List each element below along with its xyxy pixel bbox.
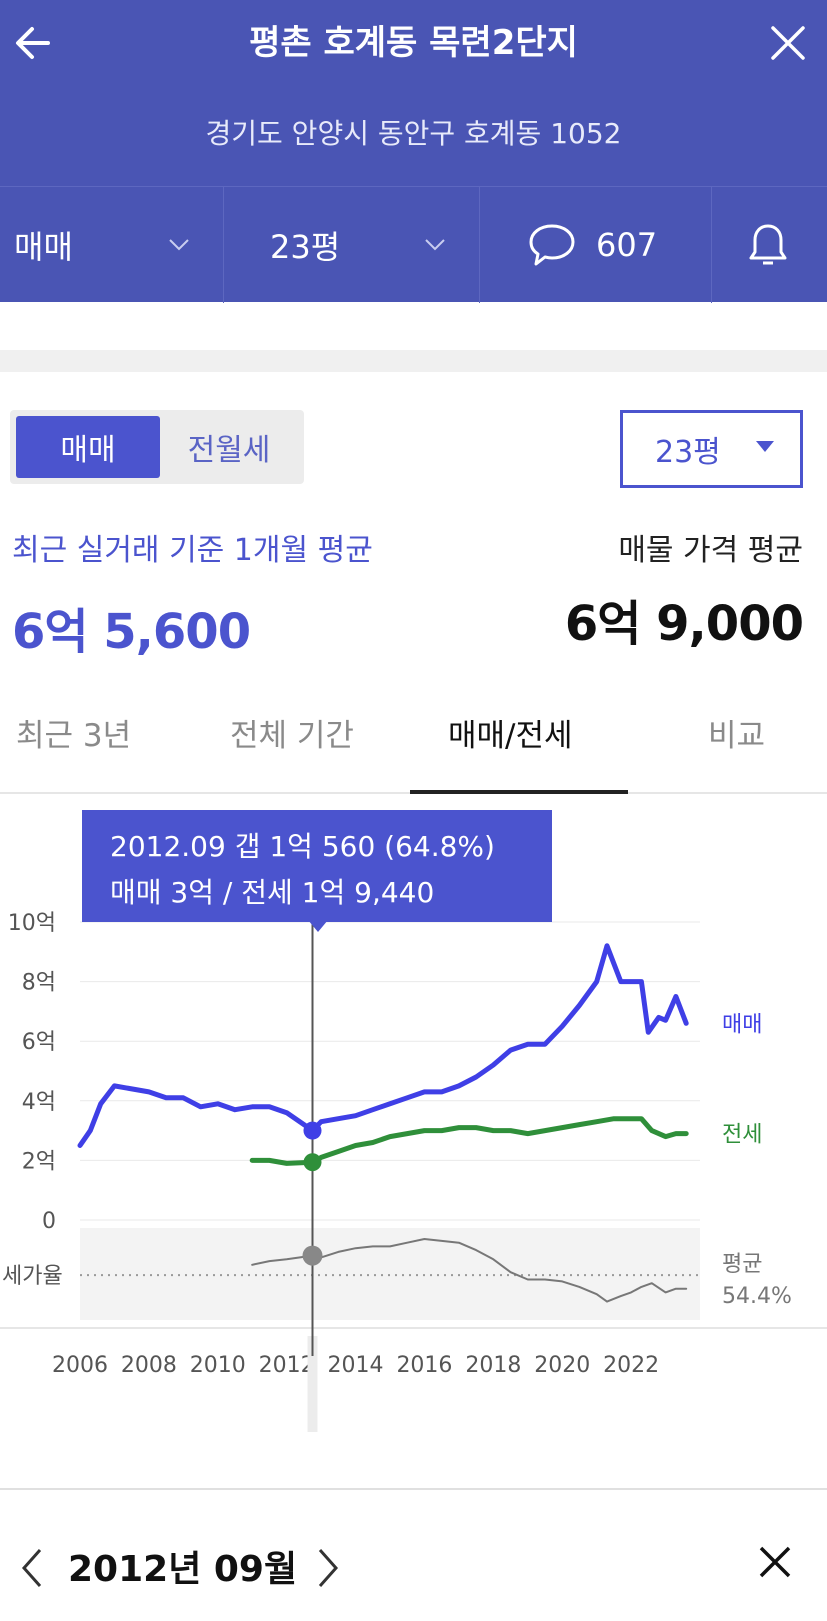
series-line-0 (77, 943, 689, 1148)
chevron-left-icon[interactable] (14, 1544, 48, 1592)
section-divider (0, 350, 827, 372)
chevron-down-icon (166, 231, 192, 257)
crosshair-track (307, 1336, 318, 1432)
tab-compare[interactable]: 비교 (708, 718, 766, 754)
ratio-band (80, 1228, 700, 1320)
y-tick-label: 0 (42, 1209, 56, 1234)
x-tick-label: 2006 (52, 1353, 108, 1378)
tooltip-pointer (308, 920, 328, 932)
chevron-down-icon (422, 231, 448, 257)
y-tick-label: 2억 (22, 1149, 56, 1174)
chart-tooltip: 2012.09 갭 1억 560 (64.8%) 매매 3억 / 전세 1억 9… (82, 810, 552, 922)
active-tab-indicator (410, 790, 628, 794)
x-tick-label: 2016 (396, 1353, 452, 1378)
listing-price-value: 6억 9,000 (564, 596, 804, 652)
deal-type-label: 매매 (14, 228, 73, 266)
series-line-1 (249, 1116, 689, 1166)
x-tick-label: 2010 (190, 1353, 246, 1378)
tab-sale-lease[interactable]: 매매/전세 (448, 718, 573, 754)
caret-down-icon (756, 441, 774, 452)
price-chart-svg: 10억 8억 6억 4억 2억 0 세가율 평균 54.4% 2006 2008 2010 2012 20… (0, 896, 827, 1432)
close-icon[interactable] (763, 18, 813, 68)
y-tick-label: 6억 (22, 1030, 56, 1055)
y-tick-label: 8억 (22, 971, 56, 996)
deal-toggle: 매매 전월세 (10, 410, 304, 484)
date-navigator: 2012년 09월 (0, 1488, 827, 1621)
comment-count: 607 (596, 226, 658, 264)
x-tick-label: 2018 (465, 1353, 521, 1378)
size-select[interactable]: 23평 (620, 410, 803, 488)
lease-series-label: 전세 (722, 1123, 762, 1148)
y-tick-label: 10억 (8, 911, 56, 936)
size-select-value: 23평 (655, 435, 721, 470)
page-title: 평촌 호계동 목련2단지 (249, 23, 578, 63)
x-tick-label: 2020 (534, 1353, 590, 1378)
period-tabs: 최근 3년 전체 기간 매매/전세 비교 (0, 700, 827, 794)
close-icon[interactable] (753, 1540, 797, 1584)
x-tick-label: 2012 (259, 1353, 315, 1378)
sale-series-label: 매매 (722, 1012, 762, 1037)
sale-marker (303, 1121, 322, 1140)
tooltip-line-1: 2012.09 갭 1억 560 (64.8%) (110, 830, 495, 863)
recent-price-label: 최근 실거래 기준 1개월 평균 (12, 533, 373, 568)
series-line-2 (251, 1238, 688, 1303)
address-text: 경기도 안양시 동안구 호계동 1052 (205, 117, 622, 150)
toggle-sale[interactable]: 매매 (16, 416, 160, 478)
x-tick-label: 2022 (603, 1353, 659, 1378)
ratio-axis-label: 세가율 (2, 1264, 63, 1289)
bell-icon (746, 220, 790, 270)
speech-bubble-icon (526, 220, 578, 270)
x-tick-label: 2014 (328, 1353, 384, 1378)
filter-bar: 매매 23평 607 (0, 186, 827, 303)
average-value: 54.4% (722, 1284, 792, 1309)
price-chart[interactable]: 10억 8억 6억 4억 2억 0 세가율 평균 54.4% 2006 2008 2010 2012 20… (0, 796, 827, 1488)
chevron-right-icon[interactable] (312, 1544, 346, 1592)
comments-button[interactable]: 607 (480, 187, 712, 303)
x-tick-label: 2008 (121, 1353, 177, 1378)
size-dropdown[interactable]: 23평 (224, 187, 480, 303)
app-header: 평촌 호계동 목련2단지 경기도 안양시 동안구 호계동 1052 매매 23평… (0, 0, 827, 303)
selected-date: 2012년 09월 (68, 1549, 298, 1590)
listing-price-label: 매물 가격 평균 (618, 533, 803, 568)
deal-type-dropdown[interactable]: 매매 (0, 187, 224, 303)
alarm-button[interactable] (712, 187, 827, 303)
back-arrow-icon[interactable] (10, 18, 60, 68)
recent-price-value: 6억 5,600 (12, 604, 251, 660)
size-label: 23평 (270, 228, 341, 266)
tooltip-line-2: 매매 3억 / 전세 1억 9,440 (110, 876, 435, 909)
tab-recent-3y[interactable]: 최근 3년 (16, 718, 132, 754)
y-tick-label: 4억 (22, 1090, 56, 1115)
ratio-marker (302, 1245, 323, 1266)
lease-marker (303, 1153, 322, 1172)
average-label: 평균 (722, 1252, 762, 1277)
tab-all-period[interactable]: 전체 기간 (230, 718, 354, 754)
toggle-lease[interactable]: 전월세 (187, 433, 271, 468)
